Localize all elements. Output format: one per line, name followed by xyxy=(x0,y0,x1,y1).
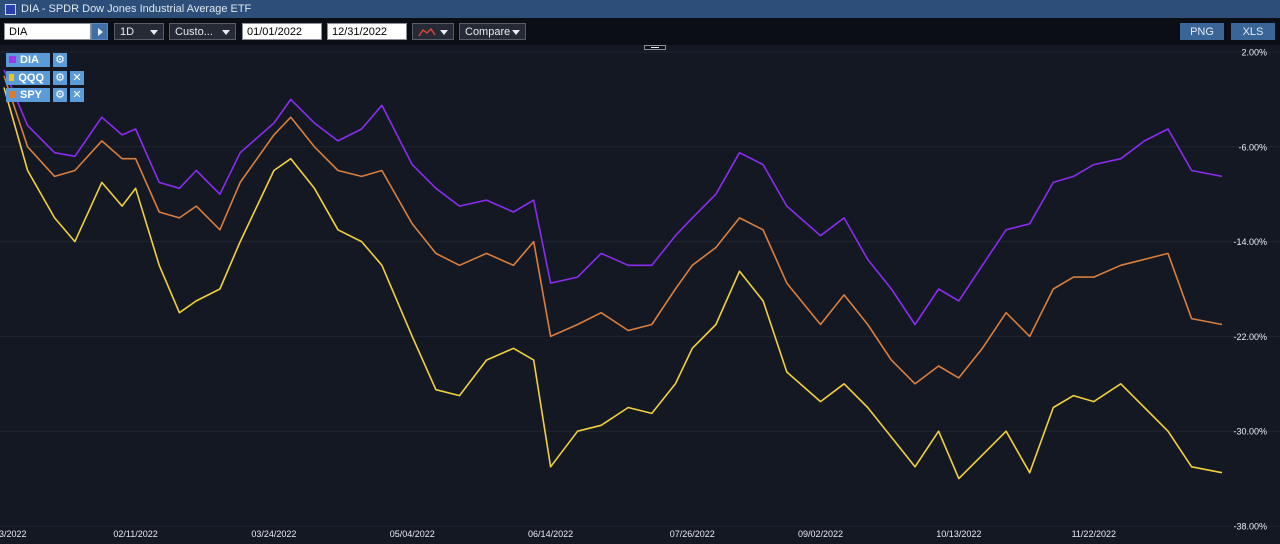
minimize-panel-button[interactable] xyxy=(644,45,666,50)
y-tick-label: -22.00% xyxy=(1233,332,1267,342)
gear-icon[interactable]: ⚙ xyxy=(53,87,67,102)
symbol-input[interactable]: DIA xyxy=(4,23,91,40)
legend-swatch-spy xyxy=(9,91,16,98)
y-tick-label: -38.00% xyxy=(1233,522,1267,532)
series-line-dia xyxy=(3,69,1223,326)
x-tick-label: 09/02/2022 xyxy=(798,529,843,539)
close-icon[interactable]: ✕ xyxy=(70,70,84,85)
legend-item-spy: SPY ⚙ ✕ xyxy=(6,87,84,102)
x-tick-label: 06/14/2022 xyxy=(528,529,573,539)
series-line-spy xyxy=(3,75,1223,385)
legend-item-qqq: QQQ ⚙ ✕ xyxy=(6,70,84,85)
chart-toolbar: DIA 1D Custo... 01/01/2022 12/31/2022 Co… xyxy=(0,18,1280,45)
comparison-chart: 2.00%-6.00%-14.00%-22.00%-30.00%-38.00% … xyxy=(0,48,1280,539)
legend-label-dia: DIA xyxy=(20,53,39,66)
window-title: DIA - SPDR Dow Jones Industrial Average … xyxy=(21,3,252,15)
legend-label-qqq: QQQ xyxy=(18,71,44,84)
x-tick-label: 10/13/2022 xyxy=(936,529,981,539)
chevron-down-icon xyxy=(512,30,520,35)
legend-swatch-dia xyxy=(9,56,16,63)
symbol-value: DIA xyxy=(9,25,28,38)
x-tick-label: 01/03/2022 xyxy=(0,529,27,539)
app-icon xyxy=(5,3,16,15)
y-tick-label: -14.00% xyxy=(1233,237,1267,247)
compare-label: Compare xyxy=(465,25,511,38)
line-chart-icon xyxy=(418,27,436,36)
gear-icon[interactable]: ⚙ xyxy=(53,70,67,85)
x-tick-label: 11/22/2022 xyxy=(1072,529,1116,539)
legend-tag-dia[interactable]: DIA xyxy=(6,52,50,67)
x-tick-label: 07/26/2022 xyxy=(670,529,715,539)
legend-item-dia: DIA ⚙ xyxy=(6,52,67,67)
play-arrow-icon xyxy=(98,27,103,36)
series-line-qqq xyxy=(3,87,1223,480)
compare-select[interactable]: Compare xyxy=(459,23,526,40)
window-titlebar: DIA - SPDR Dow Jones Industrial Average … xyxy=(0,0,1280,18)
end-date-input[interactable]: 12/31/2022 xyxy=(327,23,407,40)
chevron-down-icon xyxy=(440,30,448,35)
interval-value: 1D xyxy=(120,25,135,38)
chevron-down-icon xyxy=(222,30,230,35)
export-xls-button[interactable]: XLS xyxy=(1231,23,1275,40)
symbol-go-button[interactable] xyxy=(91,23,108,40)
close-icon[interactable]: ✕ xyxy=(70,87,84,102)
x-tick-label: 03/24/2022 xyxy=(251,529,296,539)
export-png-button[interactable]: PNG xyxy=(1180,23,1224,40)
chart-style-select[interactable] xyxy=(412,23,454,40)
y-tick-label: -6.00% xyxy=(1238,142,1267,152)
x-tick-label: 02/11/2022 xyxy=(113,529,157,539)
legend-tag-spy[interactable]: SPY xyxy=(6,87,50,102)
legend-label-spy: SPY xyxy=(20,88,43,101)
interval-select[interactable]: 1D xyxy=(114,23,164,40)
gear-icon[interactable]: ⚙ xyxy=(53,52,67,67)
end-date-value: 12/31/2022 xyxy=(332,25,388,38)
range-value: Custo... xyxy=(175,25,213,38)
y-tick-label: -30.00% xyxy=(1233,427,1267,437)
legend-tag-qqq[interactable]: QQQ xyxy=(6,70,50,85)
start-date-input[interactable]: 01/01/2022 xyxy=(242,23,322,40)
x-tick-label: 05/04/2022 xyxy=(390,529,435,539)
start-date-value: 01/01/2022 xyxy=(247,25,303,38)
legend-swatch-qqq xyxy=(9,74,15,81)
range-select[interactable]: Custo... xyxy=(169,23,236,40)
y-tick-label: 2.00% xyxy=(1241,48,1267,58)
chevron-down-icon xyxy=(150,30,158,35)
